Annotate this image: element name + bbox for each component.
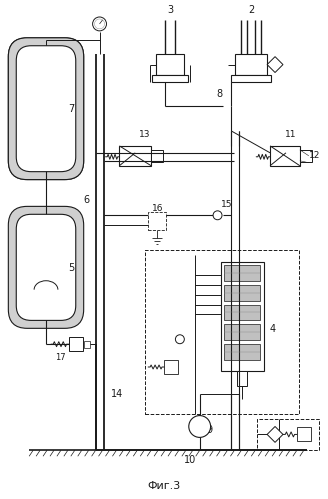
Text: 12: 12	[309, 151, 320, 160]
Bar	[220, 262, 264, 371]
Circle shape	[175, 335, 184, 344]
Bar	[224, 304, 260, 320]
Bar	[156, 54, 184, 75]
Bar	[148, 212, 166, 230]
Bar	[84, 341, 90, 348]
Text: 13: 13	[139, 130, 151, 140]
Text: 9: 9	[207, 426, 213, 436]
Bar	[32, 273, 60, 290]
FancyBboxPatch shape	[8, 207, 84, 328]
Circle shape	[92, 17, 107, 31]
Text: 11: 11	[285, 130, 297, 140]
Text: 6: 6	[84, 196, 90, 206]
Bar	[224, 285, 260, 300]
Bar	[32, 255, 60, 273]
Bar	[257, 419, 319, 450]
Text: 3: 3	[167, 5, 173, 15]
Circle shape	[213, 211, 222, 220]
Bar	[224, 344, 260, 360]
FancyBboxPatch shape	[16, 214, 76, 320]
Bar	[270, 146, 300, 166]
FancyBboxPatch shape	[16, 46, 76, 172]
Bar	[69, 337, 83, 351]
Bar	[224, 265, 260, 281]
Text: 10: 10	[184, 455, 196, 465]
FancyBboxPatch shape	[8, 38, 84, 180]
Polygon shape	[267, 427, 283, 442]
Text: 5: 5	[68, 263, 74, 273]
Bar	[224, 324, 260, 340]
Bar	[164, 360, 178, 374]
FancyBboxPatch shape	[16, 46, 76, 172]
Bar	[236, 54, 267, 75]
Bar	[300, 150, 312, 162]
Text: 7: 7	[68, 104, 74, 114]
Bar	[119, 146, 151, 166]
Bar	[297, 428, 311, 441]
Bar	[145, 250, 299, 414]
Text: Фиг.3: Фиг.3	[147, 481, 181, 491]
Text: 17: 17	[55, 353, 66, 362]
Polygon shape	[267, 57, 283, 72]
Bar	[152, 75, 188, 82]
Bar	[151, 218, 163, 228]
Bar	[237, 371, 247, 386]
Text: 8: 8	[216, 89, 223, 99]
Circle shape	[189, 416, 211, 438]
Text: 2: 2	[248, 5, 255, 15]
Text: 15: 15	[220, 200, 232, 209]
Text: 14: 14	[111, 389, 123, 399]
FancyBboxPatch shape	[8, 38, 84, 180]
Bar	[232, 75, 271, 82]
Text: 16: 16	[152, 204, 164, 213]
Text: 4: 4	[269, 324, 275, 334]
Bar	[151, 150, 163, 162]
